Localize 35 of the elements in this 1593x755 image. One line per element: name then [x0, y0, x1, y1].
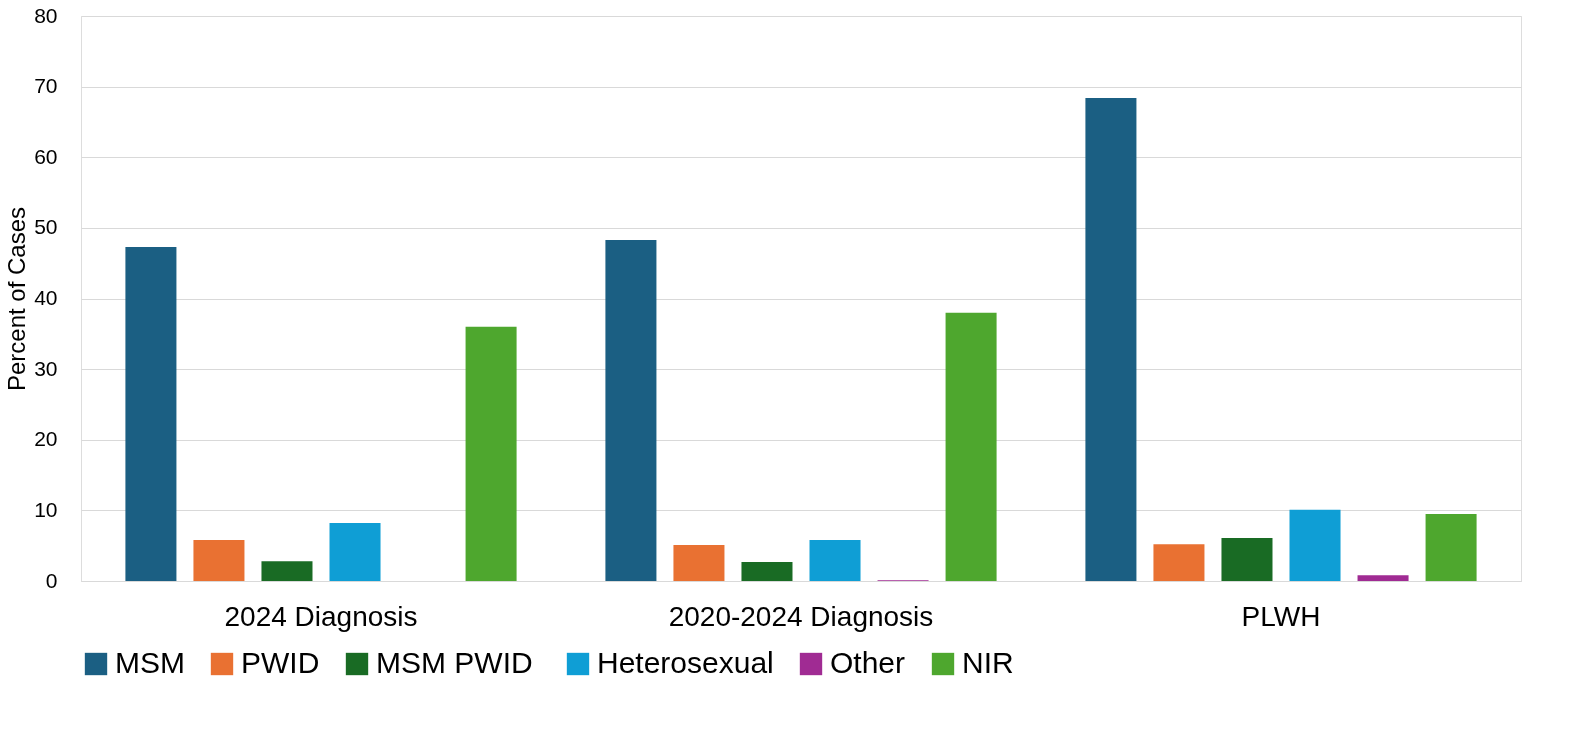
bar [1153, 544, 1205, 581]
bar [1357, 575, 1409, 581]
legend-label: MSM PWID [376, 646, 533, 679]
y-tick-label: 40 [34, 286, 58, 309]
legend-label: Other [830, 646, 906, 679]
bar [1425, 513, 1477, 581]
legend-label: MSM [115, 646, 185, 679]
bar [465, 326, 517, 581]
bar [1289, 509, 1341, 581]
y-tick-label: 0 [45, 568, 58, 592]
bar [605, 239, 657, 581]
y-tick-label: 60 [34, 144, 58, 168]
bar [1221, 537, 1273, 581]
y-axis-title: Percent of Cases [3, 206, 31, 392]
y-tick-label: 10 [34, 497, 58, 521]
bar [809, 540, 861, 581]
bar [1085, 97, 1137, 581]
bar [945, 312, 997, 581]
x-tick-label: 2024 Diagnosis [224, 600, 418, 632]
y-tick-label: 30 [34, 356, 58, 380]
x-tick-label: 2020-2024 Diagnosis [668, 600, 934, 632]
bar [673, 544, 725, 581]
bar [125, 246, 177, 581]
y-tick-label: 70 [34, 74, 58, 98]
bar [193, 540, 245, 581]
bar [741, 561, 793, 581]
legend-label: Heterosexual [597, 646, 774, 679]
y-tick-label: 80 [34, 3, 58, 27]
bar [329, 523, 381, 581]
y-tick-label: 50 [34, 215, 58, 239]
x-tick-label: PLWH [1241, 600, 1321, 632]
y-tick-label: 20 [34, 427, 58, 451]
bar [261, 561, 313, 581]
legend-label: PWID [241, 646, 320, 679]
legend-label: NIR [962, 646, 1014, 679]
